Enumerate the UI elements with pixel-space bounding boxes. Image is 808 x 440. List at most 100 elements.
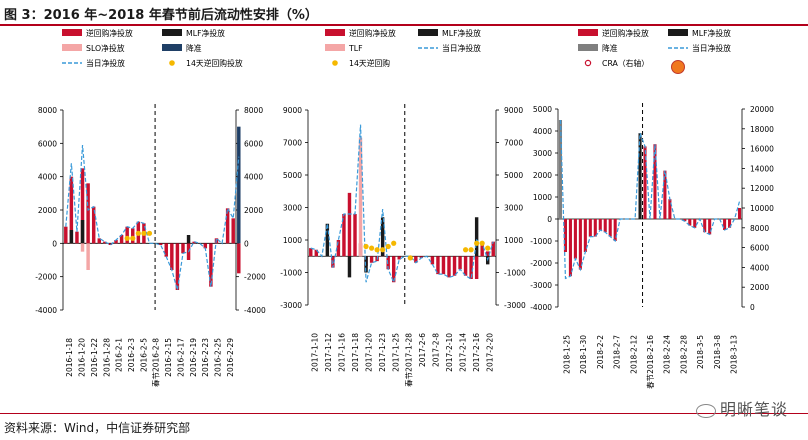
x-tick-label: 春节2016-2-8 <box>151 338 161 387</box>
x-tick-label: 2017-1-20 <box>364 333 373 372</box>
left-axis-tick-label: -1000 <box>280 269 302 278</box>
bar-逆回购净投放 <box>419 256 424 258</box>
right-axis-tick-label: 12000 <box>750 184 774 193</box>
legend-swatch <box>325 29 345 36</box>
left-axis-tick-label: 8000 <box>38 106 57 115</box>
figure-title: 图 3：2016 年~2018 年春节前后流动性安排（%） <box>4 8 318 23</box>
left-axis-tick-label: 2000 <box>533 171 552 180</box>
bar-逆回购净投放 <box>728 219 732 228</box>
bar-逆回购净投放 <box>663 170 667 219</box>
left-axis-tick-label: 0 <box>547 215 552 224</box>
bar-逆回购净投放 <box>119 235 124 244</box>
right-axis-tick-label: 20000 <box>750 105 774 114</box>
right-axis-tick-label: 8000 <box>244 106 263 115</box>
left-axis-tick-label: 2000 <box>38 206 57 215</box>
legend-swatch <box>671 60 685 74</box>
bar-逆回购净投放 <box>583 219 587 252</box>
right-axis-tick-label: 0 <box>244 239 249 248</box>
left-axis-tick-label: 0 <box>52 239 57 248</box>
bar-逆回购净投放 <box>97 238 102 244</box>
legend-swatch <box>578 44 598 51</box>
x-tick-label: 2018-2-24 <box>663 335 672 374</box>
bar-逆回购净投放 <box>430 256 435 265</box>
net-injection-line <box>65 144 240 291</box>
x-tick-label: 2016-2-15 <box>164 338 173 377</box>
bar-MLF净投放 <box>364 256 368 273</box>
bar-逆回购净投放 <box>683 219 687 222</box>
x-tick-label: 2017-2-16 <box>472 333 481 372</box>
left-axis-tick-label: 5000 <box>283 171 302 180</box>
net-injection-line <box>559 119 741 280</box>
bar-逆回购净投放 <box>653 144 657 219</box>
watermark-text: 明晰笔谈 <box>719 400 788 419</box>
wechat-icon <box>695 403 716 418</box>
x-tick-label: 2018-3-5 <box>696 335 705 369</box>
legend-label: 当日净投放 <box>442 43 481 53</box>
bar-逆回购净投放 <box>463 256 468 276</box>
left-axis-tick-label: -4000 <box>530 303 552 312</box>
x-tick-label: 2018-3-13 <box>730 335 739 374</box>
bar-逆回购净投放 <box>342 214 346 257</box>
repo14-dot <box>380 247 386 253</box>
bar-逆回购净投放 <box>91 206 96 244</box>
x-tick-label: 春节2018-2-16 <box>645 335 655 389</box>
right-axis-tick-label: 8000 <box>750 224 769 233</box>
x-tick-label: 2017-1-12 <box>324 333 333 372</box>
bar-逆回购净投放 <box>598 219 602 230</box>
bar-逆回购净投放 <box>108 243 113 245</box>
left-axis-tick-label: 3000 <box>283 204 302 213</box>
bar-逆回购净投放 <box>447 256 451 278</box>
repo14-dot <box>385 243 391 250</box>
bar-MLF净投放 <box>186 235 191 244</box>
net-injection-line <box>310 124 494 285</box>
bar-MLF净投放 <box>325 223 330 257</box>
left-axis-tick-label: 5000 <box>533 105 552 114</box>
repo14-dot <box>474 240 480 246</box>
bar-逆回购净投放 <box>158 243 163 245</box>
left-axis-tick-label: 4000 <box>533 127 552 136</box>
chart-panel-2: -3000 -1000 1000 3000 5000 7000 9000 -3000 -1000… <box>280 28 526 387</box>
left-axis-tick-label: -2000 <box>530 259 552 268</box>
x-tick-label: 2017-2-14 <box>458 333 467 372</box>
x-tick-label: 2018-3-8 <box>713 335 722 369</box>
x-tick-label: 2016-2-29 <box>226 338 235 377</box>
legend-swatch <box>325 44 345 51</box>
repo14-dot <box>124 235 130 241</box>
left-axis-tick-label: -3000 <box>530 281 552 290</box>
bar-逆回购净投放 <box>474 256 479 279</box>
bar-逆回购净投放 <box>491 241 495 257</box>
bar-MLF净投放 <box>80 220 85 244</box>
right-axis-tick-label: 5000 <box>504 171 523 180</box>
legend-label: MLF净投放 <box>692 28 731 38</box>
repo14-dot <box>135 230 141 236</box>
bar-逆回购净投放 <box>723 219 727 230</box>
bar-逆回购净投放 <box>369 256 374 263</box>
x-tick-label: 2018-1-30 <box>579 335 588 374</box>
x-tick-label: 2016-1-22 <box>90 338 99 377</box>
x-tick-label: 2017-1-10 <box>311 333 320 372</box>
bottom-rule <box>0 413 808 414</box>
legend-label: 逆回购净投放 <box>349 28 396 38</box>
bar-MLF净投放 <box>474 217 479 257</box>
bar-MLF净投放 <box>380 217 385 257</box>
repo14-dot <box>146 230 153 236</box>
x-tick-label: 2018-2-28 <box>679 335 688 374</box>
legend-swatch <box>578 29 598 36</box>
x-tick-label: 2018-2-2 <box>596 335 605 369</box>
legend-label: 降准 <box>602 43 618 53</box>
bar-逆回购净投放 <box>469 256 473 279</box>
legend-label: 逆回购净投放 <box>602 28 649 38</box>
bar-逆回购净投放 <box>309 248 313 257</box>
bar-逆回购净投放 <box>397 256 401 260</box>
bar-MLF净投放 <box>69 230 74 244</box>
right-axis-tick-label: 3000 <box>504 204 523 213</box>
bar-MLF净投放 <box>347 256 352 278</box>
bar-逆回购净投放 <box>603 219 607 233</box>
repo14-dot <box>485 245 491 251</box>
bar-逆回购净投放 <box>613 219 617 241</box>
legend-swatch <box>62 29 82 36</box>
bar-逆回购净投放 <box>452 256 457 276</box>
bar-逆回购净投放 <box>114 240 118 244</box>
right-axis-tick-label: 4000 <box>244 173 263 182</box>
x-tick-label: 2017-2-10 <box>445 333 454 372</box>
